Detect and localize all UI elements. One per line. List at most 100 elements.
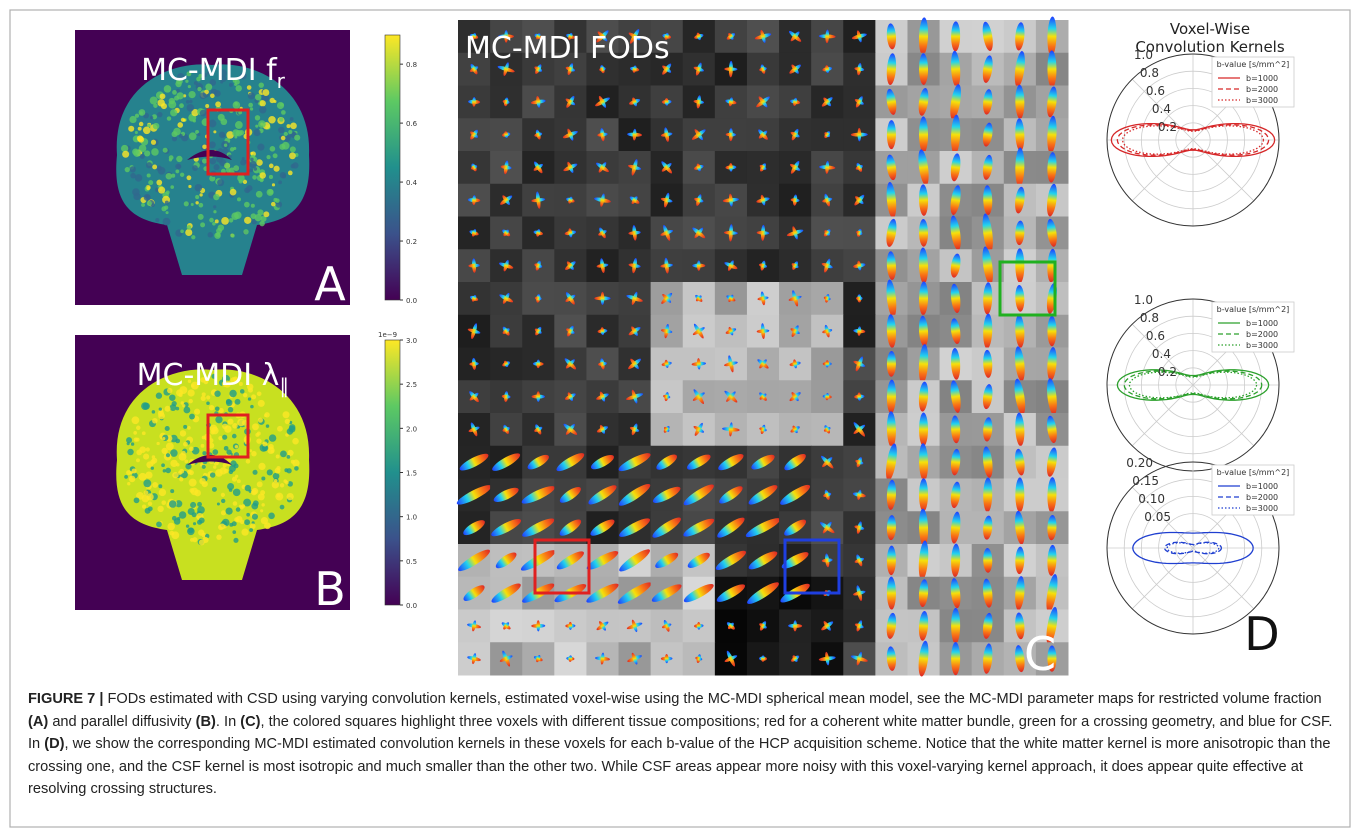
fod-glyph bbox=[470, 165, 478, 170]
fod-glyph bbox=[950, 448, 961, 476]
brain-texture bbox=[141, 402, 149, 410]
fod-glyph bbox=[470, 131, 479, 138]
fod-glyph bbox=[982, 246, 993, 285]
fod-glyph bbox=[631, 196, 638, 205]
fod-glyph bbox=[1015, 645, 1025, 673]
brain-texture bbox=[214, 232, 221, 239]
brain-texture bbox=[209, 157, 217, 165]
brain-texture bbox=[230, 233, 235, 238]
brain-texture bbox=[281, 110, 286, 115]
brain-texture bbox=[219, 467, 227, 475]
brain-texture bbox=[129, 166, 136, 173]
brain-texture bbox=[188, 470, 194, 476]
brain-texture bbox=[260, 215, 267, 222]
brain-texture bbox=[199, 109, 207, 117]
fod-glyph bbox=[950, 185, 961, 215]
brain-texture bbox=[260, 509, 264, 513]
fod-glyph bbox=[918, 344, 929, 384]
panel-c: MC-MDI FODs C bbox=[456, 16, 1069, 681]
fod-glyph bbox=[951, 50, 961, 88]
fod-glyph bbox=[759, 427, 767, 432]
fod-glyph bbox=[951, 347, 961, 380]
fod-glyph bbox=[536, 391, 541, 402]
fod-glyph bbox=[631, 389, 638, 404]
fod-glyph bbox=[718, 454, 744, 471]
brain-texture bbox=[208, 141, 216, 149]
fod-glyph bbox=[950, 380, 961, 413]
brain-texture bbox=[152, 164, 158, 170]
fod-glyph bbox=[886, 154, 897, 181]
brain-texture bbox=[235, 85, 242, 92]
brain-texture bbox=[183, 406, 191, 414]
fod-glyph bbox=[855, 196, 864, 205]
fod-glyph bbox=[982, 384, 993, 410]
fod-glyph bbox=[756, 231, 770, 235]
brain-texture bbox=[216, 502, 220, 506]
brain-texture bbox=[288, 424, 296, 431]
caption-text: (A) bbox=[28, 713, 49, 730]
brain-texture bbox=[252, 423, 259, 431]
brain-texture bbox=[185, 463, 192, 470]
colorbar-tick-label: 0.2 bbox=[406, 238, 417, 246]
brain-texture bbox=[183, 441, 188, 447]
brain-texture bbox=[249, 449, 253, 453]
fod-glyph bbox=[559, 486, 581, 503]
fod-glyph bbox=[886, 181, 897, 219]
fod-glyph bbox=[856, 230, 863, 235]
fod-glyph bbox=[599, 424, 606, 434]
brain-texture bbox=[225, 167, 231, 173]
fod-glyph bbox=[534, 328, 542, 334]
caption-text: and parallel diffusivity bbox=[48, 713, 196, 730]
fod-glyph bbox=[565, 98, 576, 106]
brain-texture bbox=[187, 379, 192, 384]
brain-texture bbox=[179, 468, 185, 474]
brain-texture bbox=[251, 219, 257, 225]
brain-texture bbox=[279, 504, 285, 510]
fod-glyph bbox=[886, 479, 896, 510]
fod-glyph bbox=[1015, 285, 1025, 312]
brain-texture bbox=[169, 394, 176, 401]
brain-texture bbox=[258, 82, 264, 88]
brain-texture bbox=[236, 479, 241, 484]
fod-glyph bbox=[695, 656, 703, 661]
kernel-curve bbox=[1110, 122, 1276, 158]
brain-texture bbox=[230, 377, 237, 384]
brain-texture bbox=[132, 188, 140, 196]
brain-texture bbox=[171, 136, 178, 142]
fod-glyph bbox=[789, 163, 801, 171]
fod-glyph bbox=[696, 358, 701, 370]
legend-label: b=1000 bbox=[1246, 319, 1278, 328]
brain-texture bbox=[201, 435, 206, 440]
brain-texture bbox=[254, 115, 261, 121]
fod-glyph bbox=[598, 621, 606, 631]
fod-glyph bbox=[536, 655, 541, 663]
fod-glyph bbox=[1015, 314, 1025, 348]
brain-texture bbox=[213, 193, 220, 201]
brain-texture bbox=[272, 153, 278, 159]
brain-texture bbox=[275, 454, 280, 459]
colorbar-tick-label: 1.0 bbox=[406, 514, 417, 522]
brain-texture bbox=[179, 172, 185, 177]
brain-texture bbox=[292, 437, 299, 445]
brain-texture bbox=[168, 500, 177, 508]
fod-glyph bbox=[918, 87, 929, 116]
radial-tick-label: 0.4 bbox=[1152, 102, 1171, 116]
brain-texture bbox=[197, 86, 202, 92]
legend-label: b=1000 bbox=[1246, 482, 1278, 491]
fod-glyph bbox=[533, 163, 543, 171]
brain-texture bbox=[214, 219, 219, 224]
brain-texture bbox=[156, 179, 163, 186]
fod-glyph bbox=[759, 623, 767, 629]
brain-texture bbox=[283, 131, 288, 137]
fod-glyph bbox=[567, 128, 574, 141]
brain-texture bbox=[149, 96, 158, 105]
brain-texture bbox=[187, 389, 195, 397]
fod-glyph bbox=[886, 88, 897, 115]
fod-glyph bbox=[471, 295, 477, 302]
brain-texture bbox=[161, 500, 167, 506]
fod-glyph bbox=[1015, 412, 1025, 447]
legend-label: b=3000 bbox=[1246, 341, 1278, 350]
kernel-curve bbox=[1163, 541, 1223, 555]
kernel-curve bbox=[1132, 531, 1254, 565]
brain-texture bbox=[245, 459, 251, 464]
